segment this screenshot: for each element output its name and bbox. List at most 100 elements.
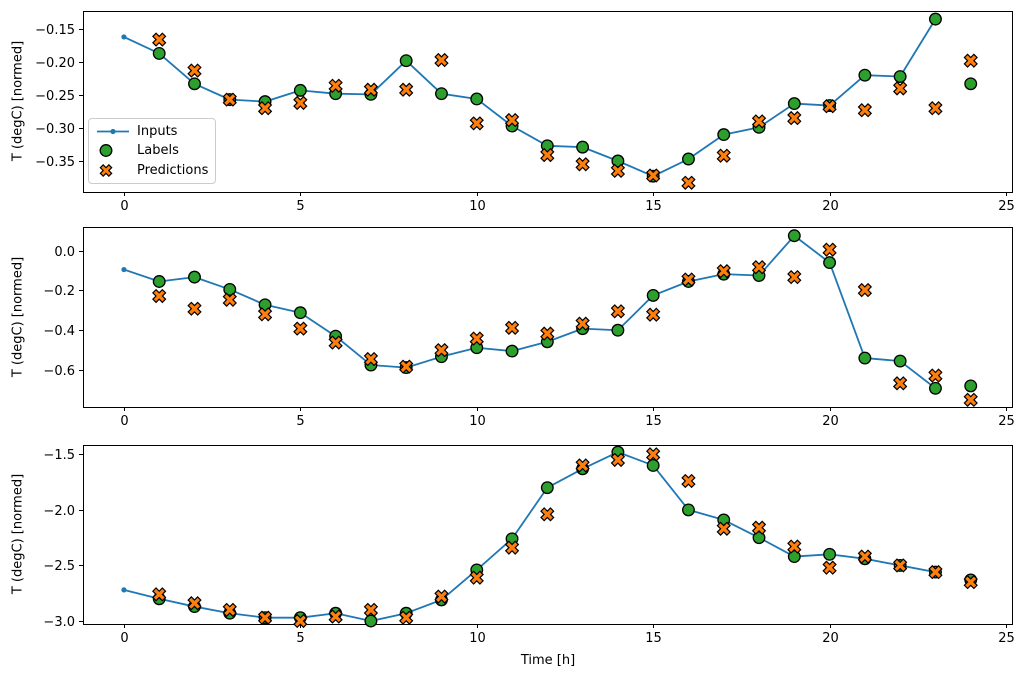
inputs-dot xyxy=(121,266,127,273)
prediction-marker xyxy=(152,32,167,47)
prediction-marker xyxy=(963,392,978,408)
prediction-marker xyxy=(928,564,943,580)
x-tick-label: 25 xyxy=(998,414,1015,429)
prediction-marker xyxy=(716,521,731,536)
subplot-1: 0 5 10 15 20 25 −0.15 −0.20 −0.25 −0.30 −0.35 xyxy=(35,11,1015,214)
x-tick-label: 25 xyxy=(998,199,1015,214)
inputs-line xyxy=(123,18,937,178)
prediction-marker xyxy=(222,92,237,107)
prediction-marker xyxy=(540,507,555,522)
y-tick-label: −3.0 xyxy=(43,615,75,630)
label-marker xyxy=(717,128,731,142)
x-tick-label: 25 xyxy=(998,631,1015,646)
x-tick-label: 15 xyxy=(645,199,662,214)
prediction-marker xyxy=(681,272,696,287)
label-marker xyxy=(682,503,695,517)
x-tick-label: 10 xyxy=(469,631,486,646)
prediction-marker xyxy=(928,368,943,383)
label-marker xyxy=(928,12,942,26)
y-tick-label: −2.5 xyxy=(43,559,75,574)
prediction-marker xyxy=(540,326,555,341)
prediction-marker xyxy=(504,540,520,555)
y-tick-label: −0.35 xyxy=(35,155,75,170)
label-marker xyxy=(893,70,907,83)
y-tick-label: −0.4 xyxy=(43,324,75,339)
prediction-marker xyxy=(187,63,202,78)
prediction-marker xyxy=(434,589,449,604)
prediction-marker xyxy=(328,78,343,93)
label-marker xyxy=(611,323,625,337)
prediction-marker xyxy=(575,458,590,473)
legend: Inputs Labels Predictions xyxy=(88,118,216,184)
prediction-marker xyxy=(681,175,696,190)
predictions-series xyxy=(152,32,978,190)
labels-series xyxy=(152,229,978,395)
prediction-marker xyxy=(222,292,237,307)
label-marker xyxy=(823,547,837,561)
prediction-marker xyxy=(892,558,908,573)
prediction-marker xyxy=(716,148,731,163)
label-marker xyxy=(188,270,201,284)
prediction-marker xyxy=(257,307,273,322)
axes-frame xyxy=(83,11,1013,193)
prediction-marker xyxy=(540,147,555,163)
prediction-marker xyxy=(610,163,626,179)
subplot-3: 0 5 10 15 20 25 −1.5 −2.0 −2.5 −3.0 xyxy=(43,445,1015,646)
x-tick-label: 0 xyxy=(120,199,128,214)
prediction-marker xyxy=(822,99,837,114)
x-tick-label: 10 xyxy=(469,199,486,214)
x-tick-label: 0 xyxy=(120,414,128,429)
prediction-marker xyxy=(787,539,802,554)
prediction-marker xyxy=(293,321,308,336)
label-marker xyxy=(576,140,590,154)
prediction-marker xyxy=(575,157,590,172)
prediction-marker xyxy=(504,112,520,128)
prediction-marker xyxy=(751,114,767,129)
predictions-x-icon xyxy=(99,163,113,177)
label-marker xyxy=(823,256,837,270)
x-tick-label: 20 xyxy=(822,414,839,429)
y-tick-label: −0.2 xyxy=(43,284,75,299)
label-marker xyxy=(399,54,413,68)
x-tick-label: 20 xyxy=(822,199,839,214)
y-axis-label-subplot-1: T (degC) [normed] xyxy=(10,40,26,162)
prediction-marker xyxy=(363,602,379,618)
legend-label-labels: Labels xyxy=(137,143,179,159)
prediction-marker xyxy=(257,610,273,625)
prediction-marker xyxy=(504,320,520,336)
label-marker xyxy=(188,77,201,91)
prediction-marker xyxy=(892,376,908,391)
label-marker xyxy=(646,288,660,302)
prediction-marker xyxy=(469,570,484,585)
inputs-dot-sample xyxy=(110,129,116,135)
y-tick-label: −0.20 xyxy=(35,56,75,71)
y-tick-label: −0.30 xyxy=(35,122,75,137)
label-marker xyxy=(787,97,801,111)
y-axis-label-subplot-3: T (degC) [normed] xyxy=(10,473,26,595)
prediction-marker xyxy=(645,307,661,322)
prediction-marker xyxy=(857,103,873,118)
label-marker xyxy=(435,87,448,101)
inputs-line xyxy=(123,451,936,622)
inputs-series xyxy=(121,233,939,391)
x-tick-label: 0 xyxy=(120,631,128,646)
prediction-marker xyxy=(751,520,767,535)
label-marker xyxy=(364,614,378,628)
label-marker xyxy=(646,458,660,472)
prediction-marker xyxy=(399,359,414,374)
prediction-marker xyxy=(787,269,802,285)
prediction-marker xyxy=(963,53,978,68)
prediction-marker xyxy=(257,101,273,116)
x-tick-label: 5 xyxy=(296,631,304,646)
label-marker xyxy=(223,283,237,296)
prediction-marker xyxy=(222,602,237,618)
label-marker xyxy=(787,550,801,564)
y-tick-label: −1.5 xyxy=(43,448,75,463)
prediction-marker xyxy=(293,613,308,629)
labels-circle-icon xyxy=(99,144,113,158)
predictions-series xyxy=(152,242,978,408)
prediction-marker xyxy=(575,316,590,331)
prediction-marker xyxy=(399,610,414,625)
axes-frame xyxy=(83,227,1013,408)
